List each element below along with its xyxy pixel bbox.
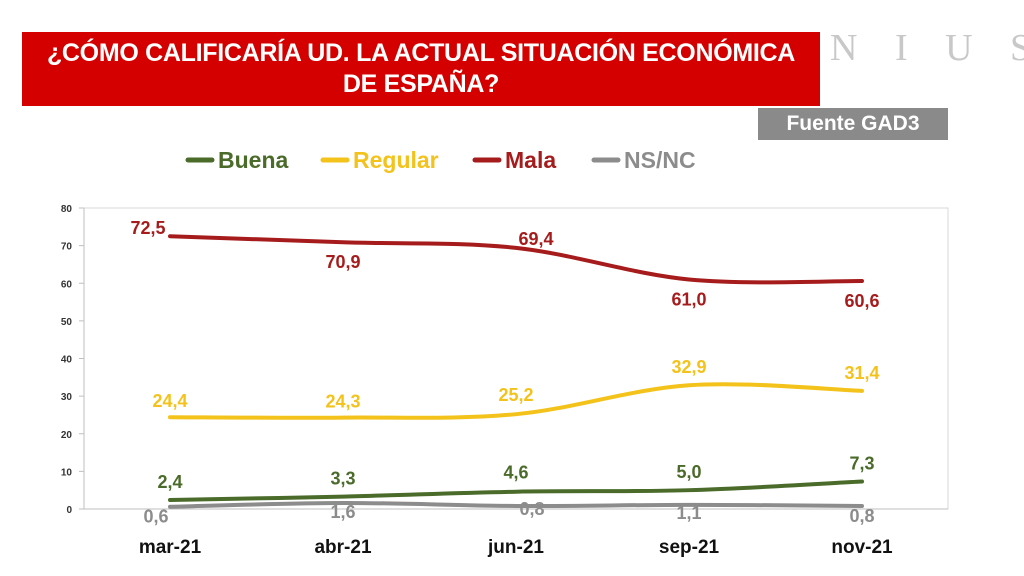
data-label-buena: 2,4 (157, 472, 182, 492)
y-tick-label: 60 (61, 279, 73, 290)
chart-title-banner: ¿CÓMO CALIFICARÍA UD. LA ACTUAL SITUACIÓ… (22, 32, 820, 106)
x-tick-label: jun-21 (487, 537, 544, 558)
data-label-mala: 60,6 (844, 291, 879, 311)
data-label-regular: 25,2 (498, 385, 533, 405)
data-label-buena: 7,3 (849, 454, 874, 474)
data-label-nsnc: 0,8 (519, 499, 544, 519)
y-tick-label: 0 (66, 505, 72, 516)
data-label-mala: 69,4 (518, 229, 553, 249)
data-label-mala: 61,0 (671, 289, 706, 309)
series-line-regular (168, 382, 864, 420)
data-label-nsnc: 0,8 (849, 506, 874, 526)
y-tick-label: 80 (61, 204, 73, 215)
legend-label-buena: Buena (218, 147, 289, 173)
data-label-buena: 4,6 (503, 463, 528, 483)
series-line-nsnc (168, 500, 864, 509)
x-tick-label: mar-21 (139, 537, 202, 558)
y-tick-label: 40 (61, 355, 73, 366)
legend-label-nsnc: NS/NC (624, 147, 696, 173)
data-label-nsnc: 1,1 (676, 503, 701, 523)
x-tick-label: abr-21 (314, 537, 371, 558)
y-tick-label: 30 (61, 392, 73, 403)
chart-title-line-1: ¿CÓMO CALIFICARÍA UD. LA ACTUAL SITUACIÓ… (46, 39, 796, 67)
x-tick-label: nov-21 (831, 537, 893, 558)
y-tick-label: 50 (61, 317, 73, 328)
data-label-regular: 24,3 (325, 392, 360, 412)
data-label-regular: 32,9 (671, 357, 706, 377)
x-tick-label: sep-21 (659, 537, 720, 558)
data-label-regular: 31,4 (844, 363, 879, 383)
y-tick-label: 10 (61, 467, 73, 478)
data-label-mala: 70,9 (325, 252, 360, 272)
series-line-buena (168, 479, 864, 502)
data-label-nsnc: 1,6 (330, 502, 355, 522)
data-label-buena: 3,3 (330, 469, 355, 489)
data-label-regular: 24,4 (152, 391, 187, 411)
legend-label-mala: Mala (505, 147, 556, 173)
legend-label-regular: Regular (353, 147, 439, 173)
data-label-nsnc: 0,6 (143, 507, 168, 527)
source-badge: Fuente GAD3 (758, 108, 948, 140)
data-label-mala: 72,5 (130, 218, 165, 238)
chart-title-line-2: DE ESPAÑA? (342, 70, 500, 98)
data-label-buena: 5,0 (676, 462, 701, 482)
y-tick-label: 70 (61, 242, 73, 253)
y-tick-label: 20 (61, 430, 73, 441)
series-line-mala (168, 234, 864, 285)
